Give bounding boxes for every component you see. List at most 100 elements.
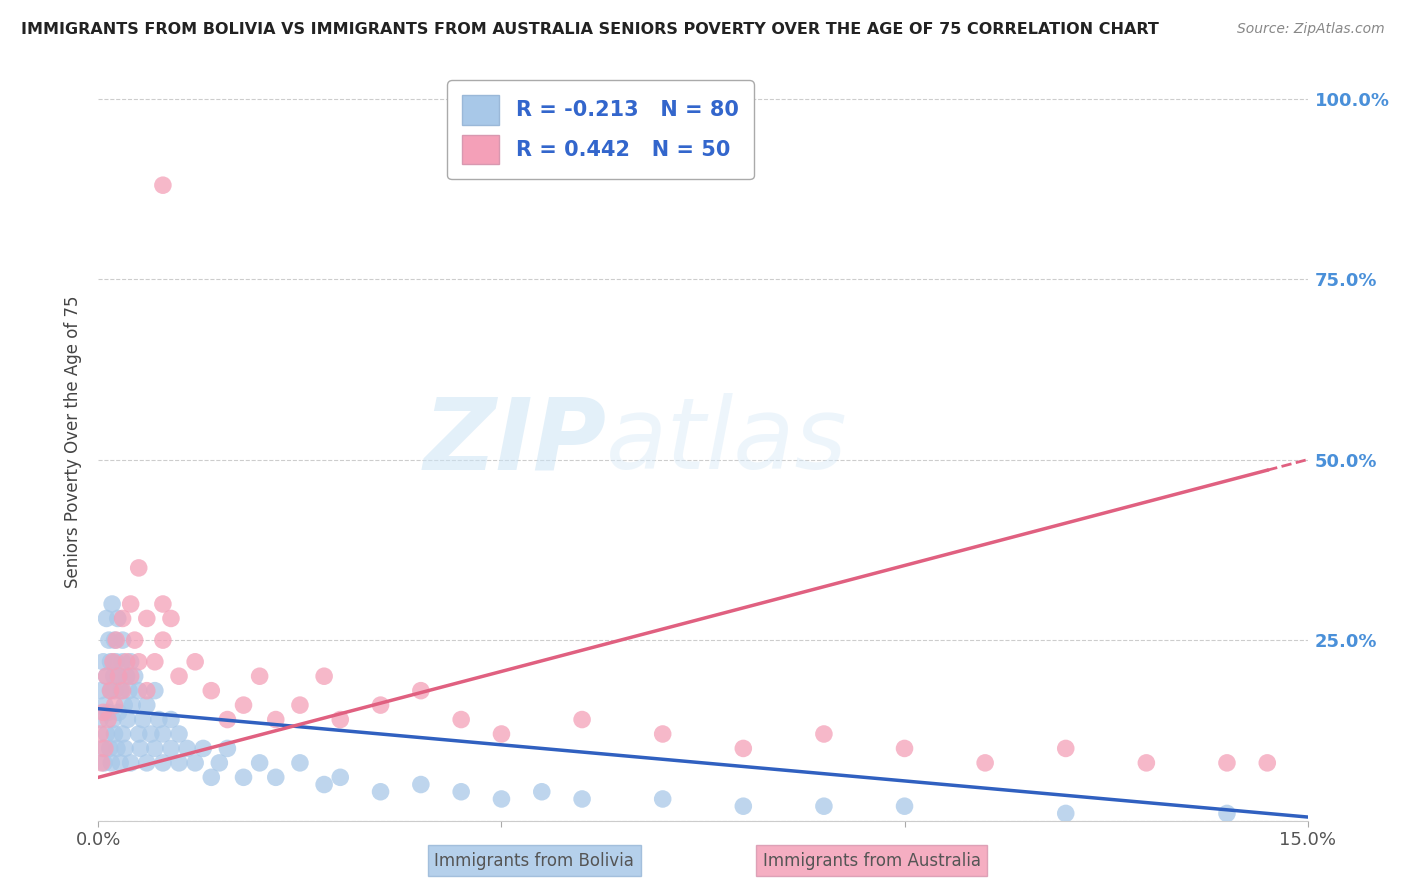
Point: [288, 698, 311, 712]
Point: [264, 770, 287, 784]
Point: [100, 683, 122, 698]
Point: [129, 741, 152, 756]
Point: [101, 597, 124, 611]
Point: [93, 756, 115, 770]
Text: IMMIGRANTS FROM BOLIVIA VS IMMIGRANTS FROM AUSTRALIA SENIORS POVERTY OVER THE AG: IMMIGRANTS FROM BOLIVIA VS IMMIGRANTS FR…: [21, 22, 1159, 37]
Point: [232, 698, 254, 712]
Point: [139, 727, 162, 741]
Point: [152, 756, 174, 770]
Point: [96, 669, 118, 683]
Point: [135, 611, 157, 625]
Point: [135, 756, 157, 770]
Point: [530, 785, 553, 799]
Point: [98, 741, 121, 756]
Point: [1216, 756, 1239, 770]
Point: [217, 713, 239, 727]
Point: [733, 741, 755, 756]
Point: [329, 713, 352, 727]
Point: [135, 698, 157, 712]
Point: [167, 727, 190, 741]
Point: [121, 698, 143, 712]
Text: ZIP: ZIP: [423, 393, 606, 490]
Point: [117, 713, 139, 727]
Point: [217, 741, 239, 756]
Text: atlas: atlas: [606, 393, 848, 490]
Point: [152, 597, 174, 611]
Point: [491, 792, 513, 806]
Point: [96, 611, 118, 625]
Point: [110, 683, 132, 698]
Point: [167, 669, 190, 683]
Point: [143, 655, 166, 669]
Point: [97, 633, 120, 648]
Point: [135, 683, 157, 698]
Point: [571, 713, 593, 727]
Point: [651, 727, 673, 741]
Point: [1256, 756, 1278, 770]
Point: [571, 792, 593, 806]
Point: [94, 741, 117, 756]
Point: [143, 683, 166, 698]
Point: [115, 655, 138, 669]
Point: [111, 683, 134, 698]
Point: [101, 655, 124, 669]
Text: Immigrants from Australia: Immigrants from Australia: [762, 852, 981, 870]
Point: [89, 713, 111, 727]
Point: [128, 683, 150, 698]
Point: [1216, 806, 1239, 821]
Point: [370, 785, 392, 799]
Point: [249, 669, 271, 683]
Point: [103, 633, 125, 648]
Point: [264, 713, 287, 727]
Point: [148, 713, 170, 727]
Point: [101, 713, 124, 727]
Point: [105, 655, 128, 669]
Point: [409, 778, 432, 792]
Point: [152, 178, 174, 193]
Point: [1135, 756, 1157, 770]
Point: [200, 683, 222, 698]
Point: [167, 756, 190, 770]
Point: [103, 698, 125, 712]
Point: [91, 741, 114, 756]
Point: [120, 669, 142, 683]
Point: [288, 756, 311, 770]
Point: [96, 727, 118, 741]
Point: [450, 785, 472, 799]
Point: [100, 683, 122, 698]
Point: [115, 669, 138, 683]
Text: Immigrants from Bolivia: Immigrants from Bolivia: [434, 852, 634, 870]
Point: [450, 713, 472, 727]
Point: [124, 669, 146, 683]
Point: [89, 727, 111, 741]
Point: [91, 655, 114, 669]
Point: [97, 706, 120, 720]
Point: [128, 655, 150, 669]
Point: [733, 799, 755, 814]
Point: [491, 727, 513, 741]
Point: [111, 727, 134, 741]
Point: [184, 655, 207, 669]
Point: [103, 727, 125, 741]
Point: [90, 683, 112, 698]
Legend: R = -0.213   N = 80, R = 0.442   N = 50: R = -0.213 N = 80, R = 0.442 N = 50: [447, 80, 754, 179]
Point: [329, 770, 352, 784]
Y-axis label: Seniors Poverty Over the Age of 75: Seniors Poverty Over the Age of 75: [65, 295, 83, 588]
Point: [91, 706, 114, 720]
Point: [124, 633, 146, 648]
Point: [111, 611, 134, 625]
Point: [893, 799, 915, 814]
Point: [118, 683, 141, 698]
Point: [184, 756, 207, 770]
Point: [120, 756, 142, 770]
Point: [193, 741, 215, 756]
Point: [651, 792, 673, 806]
Point: [143, 741, 166, 756]
Point: [94, 698, 117, 712]
Point: [100, 655, 122, 669]
Point: [176, 741, 198, 756]
Point: [249, 756, 271, 770]
Point: [107, 611, 129, 625]
Point: [152, 727, 174, 741]
Point: [160, 713, 183, 727]
